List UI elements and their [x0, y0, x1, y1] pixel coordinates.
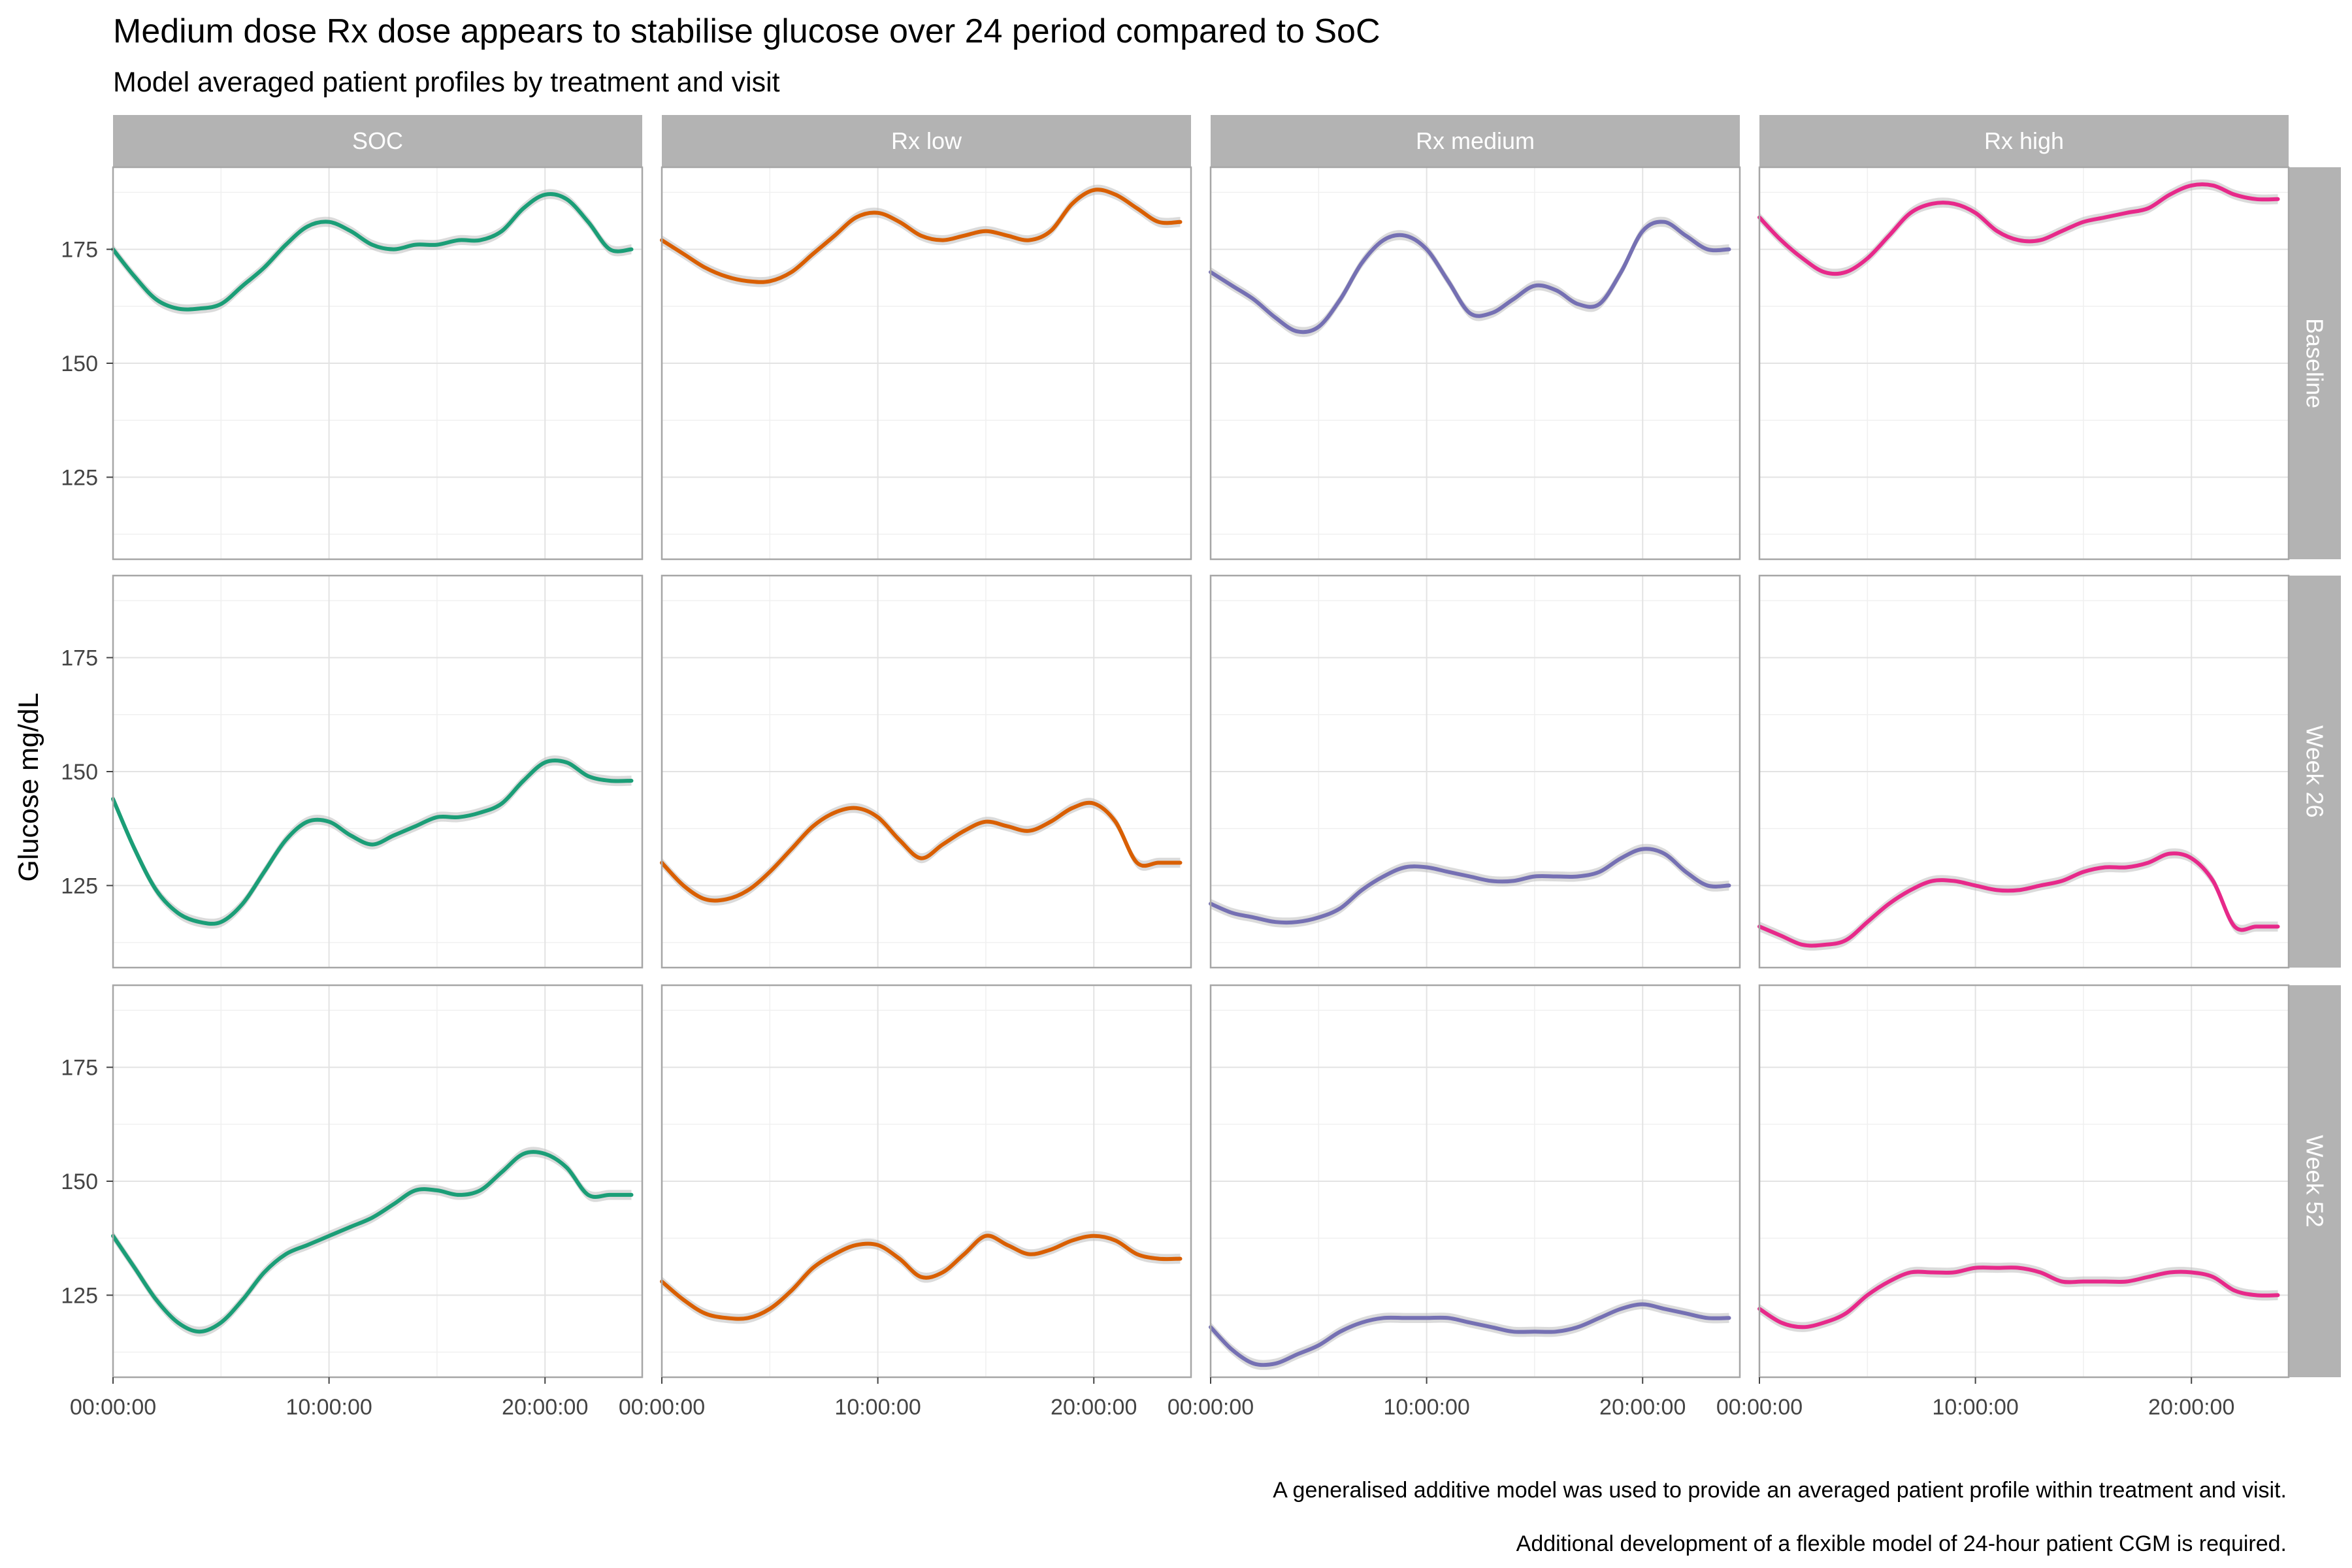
y-tick-label: 150	[61, 1169, 98, 1194]
facet-grid: SOC Rx low Rx medium Rx high Baseline Week 26…	[61, 115, 2341, 1420]
strip-soc	[113, 115, 642, 167]
panel-border	[661, 166, 1192, 561]
strip-label-rx-high: Rx high	[1984, 127, 2064, 154]
y-tick-label: 175	[61, 1056, 98, 1081]
strip-label-week-26: Week 26	[2302, 725, 2328, 817]
y-axis-title: Glucose mg/dL	[13, 693, 44, 881]
strip-week-52	[2289, 985, 2341, 1377]
series-line-rx-high-baseline	[1757, 182, 2280, 276]
panel-border	[1209, 984, 1741, 1379]
series-line-rx-medium-baseline	[1209, 220, 1731, 335]
series-line-soc-week-52	[111, 1150, 634, 1334]
x-tick-label: 00:00:00	[619, 1395, 705, 1420]
x-tick-label: 20:00:00	[2148, 1395, 2234, 1420]
caption-line-1: A generalised additive model was used to…	[1273, 1478, 2287, 1503]
x-tick-label: 20:00:00	[1599, 1395, 1686, 1420]
panel-rx-medium-week-52	[1209, 984, 1741, 1379]
x-tick-label: 10:00:00	[286, 1395, 372, 1420]
panel-soc-week-52	[111, 984, 644, 1379]
strip-label-week-52: Week 52	[2302, 1135, 2328, 1227]
x-tick-label: 20:00:00	[502, 1395, 588, 1420]
y-tick-label: 125	[61, 465, 98, 490]
strip-label-rx-medium: Rx medium	[1416, 127, 1535, 154]
x-tick-label: 00:00:00	[70, 1395, 156, 1420]
confidence-ribbon	[662, 798, 1181, 906]
strip-rx-high	[1759, 115, 2289, 167]
series-line-rx-low-week-52	[660, 1233, 1183, 1321]
x-tick-label: 10:00:00	[834, 1395, 921, 1420]
series-line-rx-high-week-26	[1757, 851, 2280, 948]
y-tick-label: 150	[61, 351, 98, 376]
caption-line-2: Additional development of a flexible mod…	[1516, 1531, 2287, 1556]
strip-label-rx-low: Rx low	[891, 127, 962, 154]
panel-border	[1209, 574, 1741, 969]
series-line-rx-low-week-26	[660, 800, 1183, 903]
panel-rx-medium-baseline	[1209, 166, 1741, 561]
x-tick-label: 10:00:00	[1383, 1395, 1469, 1420]
panel-border	[1209, 166, 1741, 561]
chart-subtitle: Model averaged patient profiles by treat…	[113, 67, 780, 98]
panel-soc-week-26	[111, 574, 644, 969]
y-tick-label: 175	[61, 646, 98, 671]
y-tick-label: 125	[61, 1283, 98, 1308]
confidence-ribbon	[1759, 179, 2278, 279]
series-line-rx-medium-week-52	[1209, 1302, 1731, 1367]
strip-label-soc: SOC	[352, 127, 403, 154]
confidence-ribbon	[1211, 216, 1729, 337]
panel-rx-medium-week-26	[1209, 574, 1741, 969]
x-tick-label: 00:00:00	[1716, 1395, 1803, 1420]
y-tick-label: 150	[61, 760, 98, 785]
panel-rx-high-week-52	[1757, 984, 2290, 1379]
panel-rx-low-week-26	[660, 574, 1192, 969]
panel-border	[1758, 574, 2290, 969]
panel-border	[661, 984, 1192, 1379]
panel-border	[1758, 166, 2290, 561]
strip-rx-medium	[1211, 115, 1740, 167]
series-line-soc-week-26	[111, 759, 634, 926]
series-line-rx-low-baseline	[660, 188, 1183, 284]
panel-rx-high-week-26	[1757, 574, 2290, 969]
x-tick-label: 00:00:00	[1168, 1395, 1254, 1420]
strip-week-26	[2289, 576, 2341, 968]
y-tick-label: 125	[61, 874, 98, 898]
chart-title: Medium dose Rx dose appears to stabilise…	[113, 12, 1380, 50]
panel-border	[661, 574, 1192, 969]
panel-rx-low-week-52	[660, 984, 1192, 1379]
strip-label-baseline: Baseline	[2302, 318, 2328, 408]
confidence-ribbon	[113, 755, 632, 929]
series-line-rx-medium-week-26	[1209, 847, 1731, 925]
series-line-soc-baseline	[111, 191, 634, 312]
panel-rx-low-baseline	[660, 166, 1192, 561]
y-tick-label: 175	[61, 238, 98, 263]
strip-rx-low	[662, 115, 1191, 167]
x-tick-label: 20:00:00	[1051, 1395, 1137, 1420]
panel-soc-baseline	[111, 166, 644, 561]
strip-baseline	[2289, 167, 2341, 559]
confidence-ribbon	[113, 189, 632, 315]
panel-border	[1758, 984, 2290, 1379]
series-line-rx-high-week-52	[1757, 1266, 2280, 1330]
panel-rx-high-baseline	[1757, 166, 2290, 561]
x-tick-label: 10:00:00	[1932, 1395, 2018, 1420]
